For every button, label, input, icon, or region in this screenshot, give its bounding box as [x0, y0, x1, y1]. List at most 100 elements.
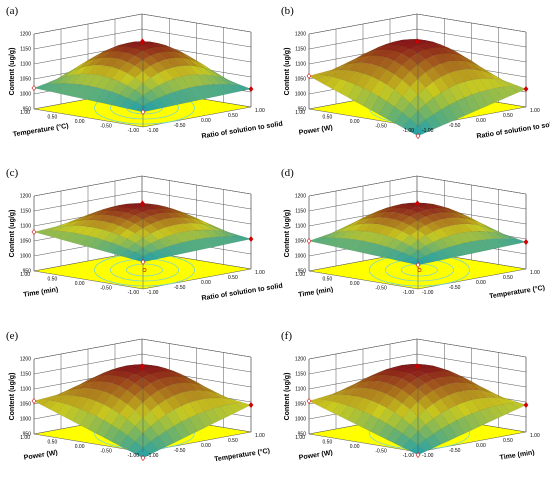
- x1-tick-label: -1.00: [128, 453, 140, 459]
- z-axis-title: Content (ug/g): [9, 48, 16, 96]
- panel-label: (c): [6, 167, 19, 179]
- x2-tick-label: 0.50: [228, 113, 238, 119]
- x1-tick-label: -0.50: [100, 286, 112, 292]
- x1-tick-label: -1.00: [403, 290, 415, 296]
- z-tick-label: 1200: [20, 194, 31, 200]
- design-point-marker: [140, 109, 146, 115]
- z-tick-label: 1000: [295, 92, 306, 98]
- z-tick-label: 1150: [20, 209, 31, 215]
- x2-tick-label: -1.00: [147, 128, 159, 134]
- panel-label: (e): [6, 330, 19, 342]
- panel-label: (b): [281, 5, 294, 17]
- x2-tick-label: 1.00: [530, 433, 540, 439]
- z-tick-label: 1150: [20, 372, 31, 378]
- x2-tick-label: -1.00: [422, 290, 434, 296]
- z-tick-label: 1050: [20, 77, 31, 83]
- x1-tick-label: 1.00: [295, 110, 305, 116]
- x1-tick-label: 1.00: [295, 272, 305, 278]
- design-point-marker: [415, 452, 421, 458]
- design-point-marker: [140, 455, 146, 461]
- x2-tick-label: -0.50: [174, 123, 186, 129]
- wall-gridline: [33, 13, 252, 35]
- x2-tick-label: 0.00: [476, 118, 486, 124]
- design-point-marker: [415, 200, 420, 207]
- x2-axis-title: Ratio of solution to solid: [201, 121, 283, 141]
- wall-gridline: [308, 338, 527, 360]
- x2-tick-label: -0.50: [174, 448, 186, 454]
- design-point-marker: [306, 73, 312, 79]
- x2-axis-title: Temperature (°C): [214, 447, 271, 464]
- x1-tick-label: -0.50: [375, 449, 387, 455]
- z-tick-label: 1200: [295, 194, 306, 200]
- x1-tick-label: 1.00: [20, 435, 30, 441]
- z-tick-label: 1000: [20, 417, 31, 423]
- x2-tick-label: 0.50: [503, 113, 513, 119]
- z-tick-label: 1050: [295, 77, 306, 83]
- x1-tick-label: 1.00: [295, 435, 305, 441]
- z-tick-label: 1000: [295, 254, 306, 260]
- response-surface: [308, 363, 527, 456]
- z-tick-label: 950: [298, 107, 307, 113]
- z-axis-title: Content (ug/g): [284, 210, 291, 258]
- z-axis-title: Content (ug/g): [9, 210, 16, 258]
- chart-panel: 950 1000 1050 1100 1150 1200 Content (ug/g) 1.0…: [281, 330, 540, 462]
- x2-tick-label: 0.50: [503, 438, 513, 444]
- z-tick-label: 1150: [295, 209, 306, 215]
- z-tick-label: 950: [298, 269, 307, 275]
- x2-tick-label: -0.50: [174, 285, 186, 291]
- x2-tick-label: 0.50: [228, 438, 238, 444]
- x2-tick-label: 0.00: [201, 118, 211, 124]
- wall-gridline: [33, 175, 252, 197]
- wall-gridline: [308, 13, 527, 35]
- x1-axis-title: Power (W): [23, 449, 58, 461]
- x1-tick-label: 1.00: [20, 110, 30, 116]
- x2-tick-label: -1.00: [147, 290, 159, 296]
- x1-tick-label: 0.00: [75, 119, 85, 125]
- z-tick-label: 1100: [295, 62, 306, 68]
- wall-gridline: [33, 338, 252, 360]
- design-point-marker: [415, 363, 420, 370]
- x2-tick-label: 1.00: [530, 270, 540, 276]
- response-surface: [308, 39, 527, 137]
- x1-tick-label: 0.50: [323, 115, 333, 121]
- x1-axis-title: Power (W): [298, 449, 333, 461]
- x1-axis-title: Time (min): [298, 286, 334, 298]
- design-point-marker: [248, 86, 254, 92]
- box-edge: [33, 338, 252, 360]
- x1-tick-label: -0.50: [375, 286, 387, 292]
- x2-tick-label: 0.50: [228, 275, 238, 281]
- z-tick-label: 1150: [295, 47, 306, 53]
- chart-panel: 950 1000 1050 1100 1150 1200 Content (ug/g) 1.0…: [6, 5, 283, 140]
- design-point-marker: [140, 363, 145, 370]
- x2-tick-label: 0.00: [201, 280, 211, 286]
- z-tick-label: 1000: [20, 254, 31, 260]
- z-tick-label: 1100: [20, 224, 31, 230]
- x2-tick-label: -0.50: [449, 285, 461, 291]
- z-tick-label: 1200: [20, 32, 31, 38]
- x2-axis-title: Ratio of solution to solid: [201, 283, 283, 303]
- x2-tick-label: -1.00: [422, 128, 434, 134]
- box-edge: [308, 175, 527, 197]
- x1-tick-label: -0.50: [375, 124, 387, 130]
- x1-tick-label: -1.00: [128, 128, 140, 134]
- x1-tick-label: 0.50: [48, 115, 58, 121]
- z-tick-label: 1100: [295, 387, 306, 393]
- z-axis-title: Content (ug/g): [284, 48, 291, 96]
- response-surface: [33, 203, 252, 263]
- x1-tick-label: -1.00: [403, 453, 415, 459]
- x1-tick-label: -1.00: [128, 290, 140, 296]
- design-point-marker: [140, 200, 145, 207]
- chart-panel: 950 1000 1050 1100 1150 1200 Content (ug/g) 1.0…: [281, 167, 546, 300]
- box-edge: [308, 13, 527, 35]
- x2-tick-label: 0.00: [476, 443, 486, 449]
- z-tick-label: 1150: [20, 47, 31, 53]
- x2-tick-label: -0.50: [449, 448, 461, 454]
- z-tick-label: 1200: [295, 32, 306, 38]
- z-tick-label: 1200: [295, 357, 306, 363]
- design-point-marker: [140, 38, 145, 45]
- x1-tick-label: -0.50: [100, 124, 112, 130]
- x1-tick-label: 0.00: [350, 281, 360, 287]
- x2-axis-title: Temperature (°C): [489, 284, 546, 301]
- chart-panel: 950 1000 1050 1100 1150 1200 Content (ug/g) 1.0…: [281, 5, 550, 140]
